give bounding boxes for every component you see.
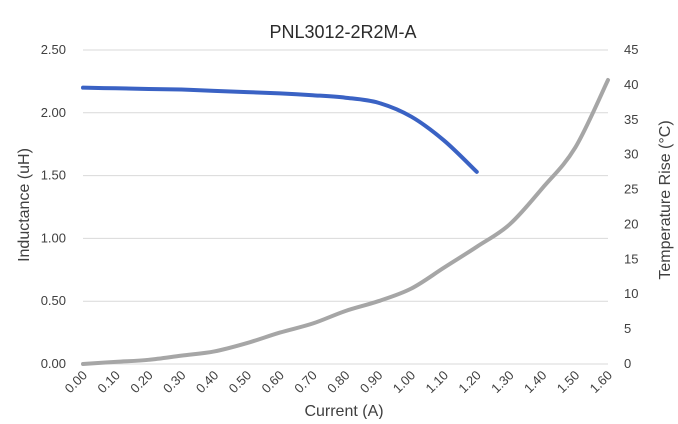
y-right-tick-label: 5 [624,321,631,336]
x-tick-label: 1.00 [390,368,419,397]
x-tick-label: 0.50 [226,368,255,397]
y-left-tick-label: 2.50 [41,42,66,57]
tick-labels: 0.00 0.50 1.00 1.50 2.00 2.50 0 5 10 15 20 25 30 35 40… [41,42,639,396]
x-tick-label: 1.30 [488,368,517,397]
x-tick-label: 0.70 [291,368,320,397]
x-tick-label: 0.10 [94,368,123,397]
y-left-tick-label: 0.00 [41,356,66,371]
y-left-tick-label: 1.00 [41,230,66,245]
temperature-rise-line [81,78,610,366]
x-tick-label: 0.00 [62,368,91,397]
chart-title: PNL3012-2R2M-A [269,22,416,42]
y-left-tick-label: 2.00 [41,105,66,120]
x-tick-label: 1.60 [587,368,616,397]
x-tick-label: 0.60 [258,368,287,397]
y-right-tick-label: 10 [624,286,638,301]
y-left-tick-label: 0.50 [41,293,66,308]
y-right-tick-label: 40 [624,77,638,92]
x-axis-title: Current (A) [304,403,383,419]
y-axis-right-title: Temperature Rise (°C) [657,120,674,279]
y-right-tick-label: 25 [624,182,638,197]
y-right-tick-label: 35 [624,112,638,127]
x-tick-label: 1.20 [455,368,484,397]
x-tick-label: 0.90 [357,368,386,397]
x-tick-label: 1.40 [521,368,550,397]
x-tick-label: 0.80 [324,368,353,397]
x-tick-label: 0.20 [127,368,156,397]
y-right-tick-label: 15 [624,251,638,266]
x-tick-label: 1.50 [554,368,583,397]
y-right-tick-label: 0 [624,356,631,371]
y-left-tick-label: 1.50 [41,168,66,183]
x-tick-label: 0.30 [160,368,189,397]
y-right-tick-label: 45 [624,42,638,57]
series-group [81,78,610,366]
x-tick-label: 1.10 [423,368,452,397]
y-right-tick-label: 20 [624,216,638,231]
inductance-line [81,85,479,174]
gridlines [83,49,608,365]
x-tick-label: 0.40 [193,368,222,397]
y-axis-left-title: Inductance (uH) [16,148,33,262]
y-right-tick-label: 30 [624,147,638,162]
